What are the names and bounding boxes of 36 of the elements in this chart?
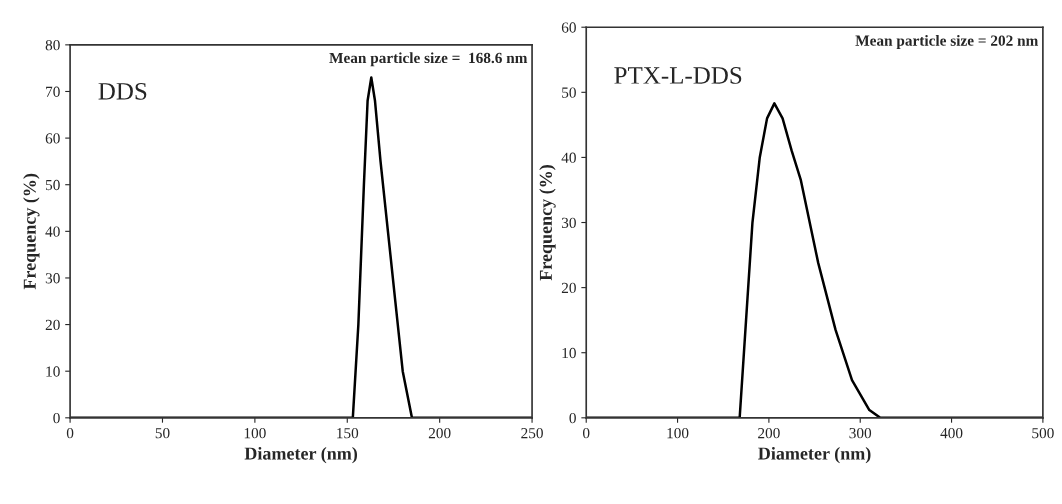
annotation: DDS (98, 82, 147, 100)
annotation: Mean particle size = 168.6 nm (329, 52, 528, 67)
x-tick-label: 200 (758, 427, 780, 439)
y-tick-label: 10 (46, 366, 60, 377)
x-tick-label: 0 (582, 427, 590, 439)
x-tick-label: 300 (849, 427, 872, 439)
x-axis-title: Diameter (nm) (244, 446, 358, 464)
x-tick-label: 500 (1032, 427, 1054, 439)
y-tick-label: 70 (46, 86, 60, 97)
annotation: PTX-L-DDS (614, 67, 742, 84)
y-tick-label: 20 (45, 319, 60, 331)
x-tick-label: 150 (337, 427, 359, 439)
x-tick-label: 50 (155, 427, 170, 439)
x-tick-label: 0 (66, 427, 74, 439)
annotation: Mean particle size = 202 nm (855, 35, 1039, 49)
y-tick-label: 10 (562, 347, 576, 359)
y-tick-label: 40 (561, 152, 576, 163)
y-tick-label: 50 (562, 87, 576, 98)
y-tick-label: 60 (561, 22, 576, 33)
x-tick-label: 100 (667, 427, 689, 439)
y-tick-label: 0 (569, 412, 576, 424)
y-tick-label: 50 (45, 179, 60, 191)
y-tick-label: 80 (45, 40, 60, 51)
y-tick-label: 60 (45, 133, 60, 144)
y-axis-title: Frequency (%) (23, 173, 40, 290)
x-tick-label: 250 (521, 427, 543, 439)
y-tick-label: 0 (53, 412, 60, 424)
y-tick-label: 30 (45, 273, 60, 284)
x-tick-label: 100 (244, 427, 266, 439)
y-axis-title: Frequency (%) (539, 165, 556, 281)
y-tick-label: 40 (45, 226, 60, 237)
x-axis-title: Diameter (nm) (758, 446, 871, 464)
y-tick-label: 30 (561, 217, 576, 228)
x-tick-label: 400 (940, 427, 963, 439)
y-tick-label: 20 (561, 282, 576, 294)
x-tick-label: 200 (428, 427, 451, 439)
